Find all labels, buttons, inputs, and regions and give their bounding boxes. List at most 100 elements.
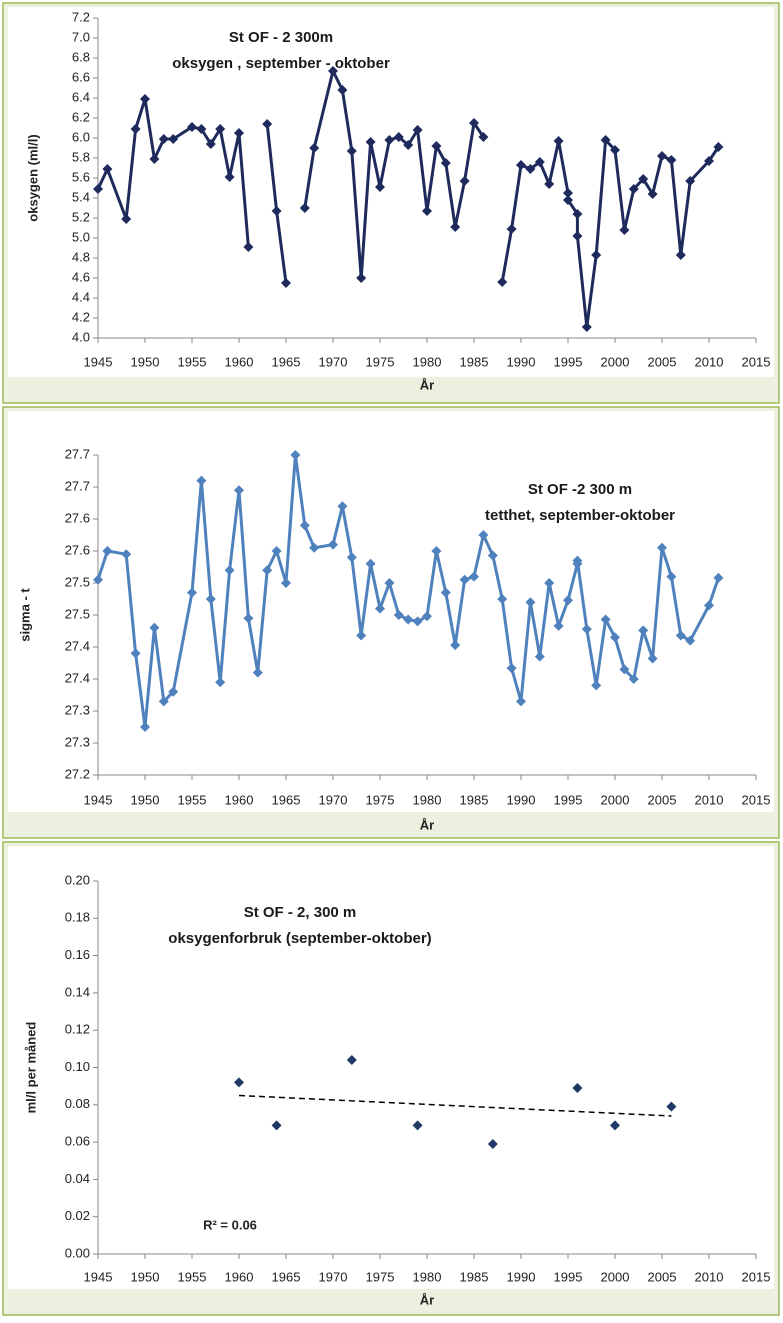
data-point bbox=[422, 611, 432, 622]
y-tick-label: 6.8 bbox=[72, 49, 90, 64]
data-point bbox=[572, 1083, 583, 1094]
y-tick-label: 27.6 bbox=[65, 542, 90, 557]
x-tick-label: 1970 bbox=[319, 1269, 348, 1284]
data-point bbox=[121, 549, 132, 560]
x-tick-label: 1970 bbox=[319, 354, 348, 369]
y-tick-label: 27.5 bbox=[65, 606, 90, 621]
data-point bbox=[403, 140, 414, 150]
data-point bbox=[337, 501, 348, 512]
y-tick-label: 0.06 bbox=[65, 1134, 90, 1149]
data-point bbox=[487, 550, 498, 561]
data-point bbox=[600, 135, 611, 145]
y-tick-label: 27.7 bbox=[65, 478, 90, 493]
chart-title: St OF - 2, 300 m bbox=[244, 904, 357, 921]
data-point bbox=[346, 1055, 357, 1066]
y-tick-label: 27.2 bbox=[65, 766, 90, 781]
data-point bbox=[610, 1120, 620, 1131]
x-tick-label: 1945 bbox=[84, 1269, 113, 1284]
data-point bbox=[328, 66, 338, 76]
y-tick-label: 27.7 bbox=[65, 446, 90, 461]
x-tick-label: 1955 bbox=[178, 792, 207, 807]
x-tick-label: 2005 bbox=[648, 354, 677, 369]
x-tick-label: 1970 bbox=[319, 792, 348, 807]
data-point bbox=[384, 135, 395, 145]
y-tick-label: 5.6 bbox=[72, 169, 90, 184]
data-point bbox=[516, 696, 526, 707]
data-point bbox=[149, 154, 160, 164]
data-point bbox=[215, 677, 226, 688]
x-tick-label: 1960 bbox=[225, 792, 254, 807]
data-point bbox=[713, 572, 724, 583]
data-point bbox=[525, 164, 536, 174]
data-point bbox=[262, 119, 273, 129]
data-point bbox=[158, 134, 169, 144]
data-point bbox=[459, 574, 470, 585]
y-tick-label: 4.2 bbox=[72, 309, 90, 324]
x-tick-label: 1965 bbox=[272, 792, 301, 807]
data-point bbox=[431, 141, 442, 151]
x-tick-label: 1965 bbox=[272, 1269, 301, 1284]
x-tick-label: 1960 bbox=[225, 1269, 254, 1284]
x-tick-label: 1980 bbox=[413, 354, 442, 369]
chart-title: St OF - 2 300m bbox=[229, 29, 333, 46]
data-point bbox=[450, 640, 461, 651]
data-point bbox=[130, 648, 141, 659]
x-tick-label: 2010 bbox=[695, 354, 724, 369]
y-tick-label: 4.0 bbox=[72, 329, 90, 344]
data-point bbox=[243, 613, 254, 624]
data-point bbox=[657, 542, 667, 553]
data-point bbox=[563, 188, 573, 198]
x-tick-label: 1960 bbox=[225, 354, 254, 369]
x-tick-label: 1985 bbox=[460, 792, 489, 807]
y-tick-label: 5.2 bbox=[72, 209, 90, 224]
data-point bbox=[713, 142, 724, 152]
data-point bbox=[581, 322, 592, 332]
y-tick-label: 6.2 bbox=[72, 109, 90, 124]
data-point bbox=[252, 667, 263, 678]
x-tick-label: 1990 bbox=[507, 1269, 536, 1284]
y-tick-label: 6.4 bbox=[72, 89, 90, 104]
x-tick-label: 2015 bbox=[742, 1269, 771, 1284]
data-point bbox=[704, 156, 714, 166]
data-point bbox=[704, 600, 714, 611]
x-tick-label: 1985 bbox=[460, 354, 489, 369]
x-tick-label: 1945 bbox=[84, 354, 113, 369]
data-point bbox=[412, 616, 423, 627]
chart-subtitle: oksygen , september - oktober bbox=[172, 55, 390, 72]
data-point bbox=[647, 653, 658, 664]
data-point bbox=[403, 614, 414, 625]
data-point bbox=[647, 189, 658, 199]
x-tick-label: 1945 bbox=[84, 792, 113, 807]
data-point bbox=[281, 578, 291, 588]
y-tick-label: 0.18 bbox=[65, 910, 90, 925]
data-point bbox=[619, 664, 630, 675]
data-point bbox=[93, 574, 103, 585]
data-point bbox=[187, 122, 197, 132]
panel-area bbox=[8, 411, 774, 812]
data-point bbox=[497, 594, 508, 604]
x-axis-title: År bbox=[420, 1292, 434, 1307]
x-tick-label: 1965 bbox=[272, 354, 301, 369]
y-tick-label: 0.02 bbox=[65, 1208, 90, 1223]
x-tick-label: 2000 bbox=[601, 354, 630, 369]
data-point bbox=[685, 176, 696, 186]
panel-area bbox=[8, 7, 774, 377]
data-point bbox=[290, 450, 301, 460]
panel-area bbox=[8, 846, 774, 1289]
data-point bbox=[638, 625, 649, 636]
data-point bbox=[168, 686, 179, 697]
data-point bbox=[610, 145, 620, 155]
data-point bbox=[205, 594, 216, 604]
y-tick-label: 5.8 bbox=[72, 149, 90, 164]
data-point bbox=[469, 118, 479, 128]
annotation: R² = 0.06 bbox=[203, 1217, 257, 1232]
data-point bbox=[412, 1120, 423, 1131]
data-line bbox=[96, 453, 720, 729]
y-tick-label: 4.8 bbox=[72, 249, 90, 264]
y-tick-label: 0.04 bbox=[65, 1171, 90, 1186]
data-point bbox=[328, 539, 338, 550]
data-point bbox=[196, 124, 207, 134]
y-tick-label: 7.0 bbox=[72, 29, 90, 44]
y-tick-label: 27.3 bbox=[65, 734, 90, 749]
data-point bbox=[685, 635, 696, 646]
